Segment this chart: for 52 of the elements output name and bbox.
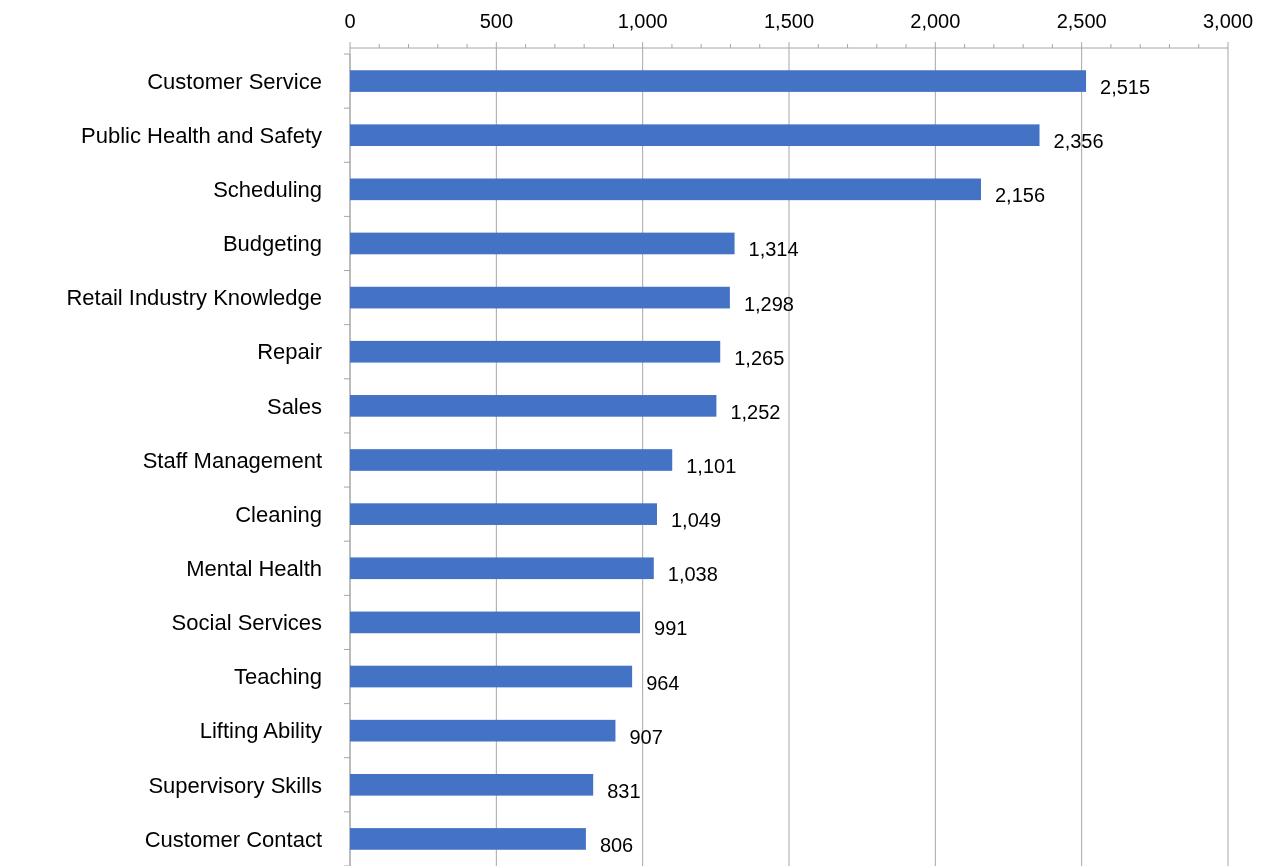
x-tick-label: 0 bbox=[344, 10, 356, 32]
y-tick-label: Cleaning bbox=[235, 501, 322, 527]
data-label: 831 bbox=[607, 779, 641, 802]
bar bbox=[350, 719, 616, 742]
y-tick-label: Teaching bbox=[233, 664, 322, 690]
bar bbox=[350, 611, 641, 634]
x-tick-label: 500 bbox=[479, 10, 514, 32]
x-tick-label: 2,000 bbox=[910, 10, 961, 32]
y-tick-label: Social Services bbox=[171, 610, 322, 636]
y-tick-label: Sales bbox=[266, 393, 322, 419]
data-label: 806 bbox=[599, 833, 634, 856]
x-tick-label: 1,000 bbox=[617, 10, 668, 32]
bar bbox=[350, 70, 1087, 92]
data-label: 2,156 bbox=[994, 184, 1046, 207]
y-tick-label: Budgeting bbox=[222, 231, 322, 257]
y-tick-label: Mental Health bbox=[186, 555, 322, 581]
bar bbox=[350, 503, 658, 525]
data-label: 1,265 bbox=[734, 346, 785, 369]
bar bbox=[350, 232, 735, 255]
bar bbox=[350, 286, 730, 309]
data-label: 991 bbox=[654, 617, 688, 640]
bar bbox=[350, 557, 654, 580]
bar bbox=[350, 828, 586, 850]
data-label: 907 bbox=[629, 725, 663, 748]
bar bbox=[350, 773, 594, 796]
bar bbox=[350, 395, 717, 417]
data-label: 1,252 bbox=[730, 400, 781, 423]
data-label: 1,049 bbox=[671, 509, 722, 532]
y-tick-label: Supervisory Skills bbox=[148, 772, 322, 798]
y-tick-label: Public Health and Safety bbox=[81, 122, 322, 148]
data-label: 1,298 bbox=[743, 292, 794, 315]
bar bbox=[350, 178, 981, 201]
y-tick-label: Staff Management bbox=[142, 447, 322, 473]
data-label: 2,515 bbox=[1100, 76, 1151, 99]
data-label: 1,101 bbox=[686, 455, 737, 477]
y-tick-label: Lifting Ability bbox=[199, 718, 322, 744]
x-tick-label: 2,500 bbox=[1056, 10, 1107, 32]
data-label: 964 bbox=[646, 671, 680, 694]
data-label: 1,314 bbox=[748, 238, 799, 261]
x-tick-label: 3,000 bbox=[1202, 10, 1254, 32]
y-tick-label: Retail Industry Knowledge bbox=[66, 285, 322, 311]
data-label: 2,356 bbox=[1053, 130, 1104, 153]
bar bbox=[350, 449, 673, 471]
y-tick-label: Repair bbox=[257, 339, 322, 365]
data-label: 1,038 bbox=[667, 563, 718, 586]
x-tick-label: 1,500 bbox=[763, 10, 815, 32]
y-tick-label: Customer Contact bbox=[144, 826, 322, 852]
bar bbox=[350, 665, 633, 688]
bar bbox=[350, 124, 1040, 147]
y-tick-label: Customer Service bbox=[147, 68, 322, 94]
y-tick-label: Scheduling bbox=[213, 177, 322, 203]
bar bbox=[350, 340, 721, 363]
